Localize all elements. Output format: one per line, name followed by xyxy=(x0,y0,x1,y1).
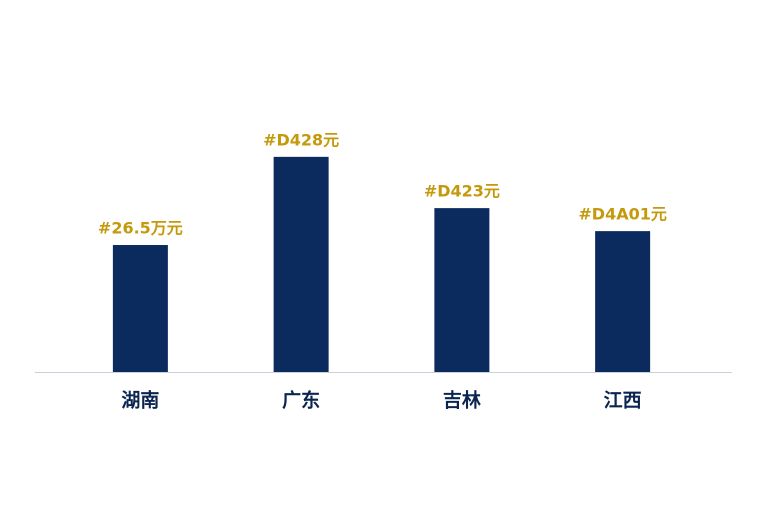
value-label: #D4A01元 xyxy=(578,205,666,224)
x-tick-label: 湖南 xyxy=(121,390,159,412)
bar xyxy=(434,208,490,372)
bar xyxy=(112,245,168,372)
value-label: #26.5万元 xyxy=(98,219,183,238)
value-label: #D428元 xyxy=(263,130,339,149)
x-tick-label: 吉林 xyxy=(443,389,481,412)
bar xyxy=(595,231,651,372)
x-tick-label: 广东 xyxy=(282,389,320,412)
bar xyxy=(273,156,329,372)
value-label: #D423元 xyxy=(424,182,500,201)
x-tick-label: 江西 xyxy=(604,390,642,412)
